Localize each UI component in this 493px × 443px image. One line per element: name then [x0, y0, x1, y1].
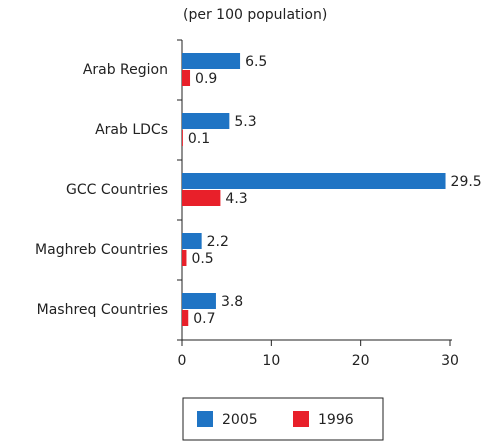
data-label: 3.8: [221, 294, 243, 310]
data-label: 2.2: [207, 234, 229, 250]
bar: [182, 310, 189, 326]
legend-label: 2005: [222, 412, 258, 428]
legend-swatch: [197, 411, 213, 427]
bar: [182, 233, 202, 249]
x-tick-label: 10: [262, 353, 280, 369]
data-label: 29.5: [451, 174, 482, 190]
bar: [182, 293, 216, 309]
bar: [182, 113, 230, 129]
y-tick-label: Maghreb Countries: [35, 242, 168, 258]
x-tick-label: 30: [441, 353, 459, 369]
y-tick-label: GCC Countries: [66, 182, 168, 198]
data-label: 0.7: [193, 311, 215, 327]
data-label: 4.3: [225, 191, 247, 207]
chart-subtitle: (per 100 population): [183, 7, 327, 23]
x-tick-label: 0: [178, 353, 187, 369]
data-label: 5.3: [234, 114, 256, 130]
data-label: 0.5: [191, 251, 213, 267]
y-tick-label: Arab Region: [83, 62, 168, 78]
bar: [182, 53, 241, 69]
bar: [182, 190, 221, 206]
data-label: 0.1: [188, 131, 210, 147]
legend-box: [182, 397, 384, 441]
bar: [182, 250, 187, 266]
y-tick-label: Arab LDCs: [95, 122, 168, 138]
data-label: 0.9: [195, 71, 217, 87]
legend-label: 1996: [318, 412, 354, 428]
y-tick-label: Mashreq Countries: [37, 302, 168, 318]
bar: [182, 173, 446, 189]
bar: [182, 130, 183, 146]
data-label: 6.5: [245, 54, 267, 70]
bar: [182, 70, 191, 86]
legend-swatch: [293, 411, 309, 427]
x-tick-label: 20: [352, 353, 370, 369]
